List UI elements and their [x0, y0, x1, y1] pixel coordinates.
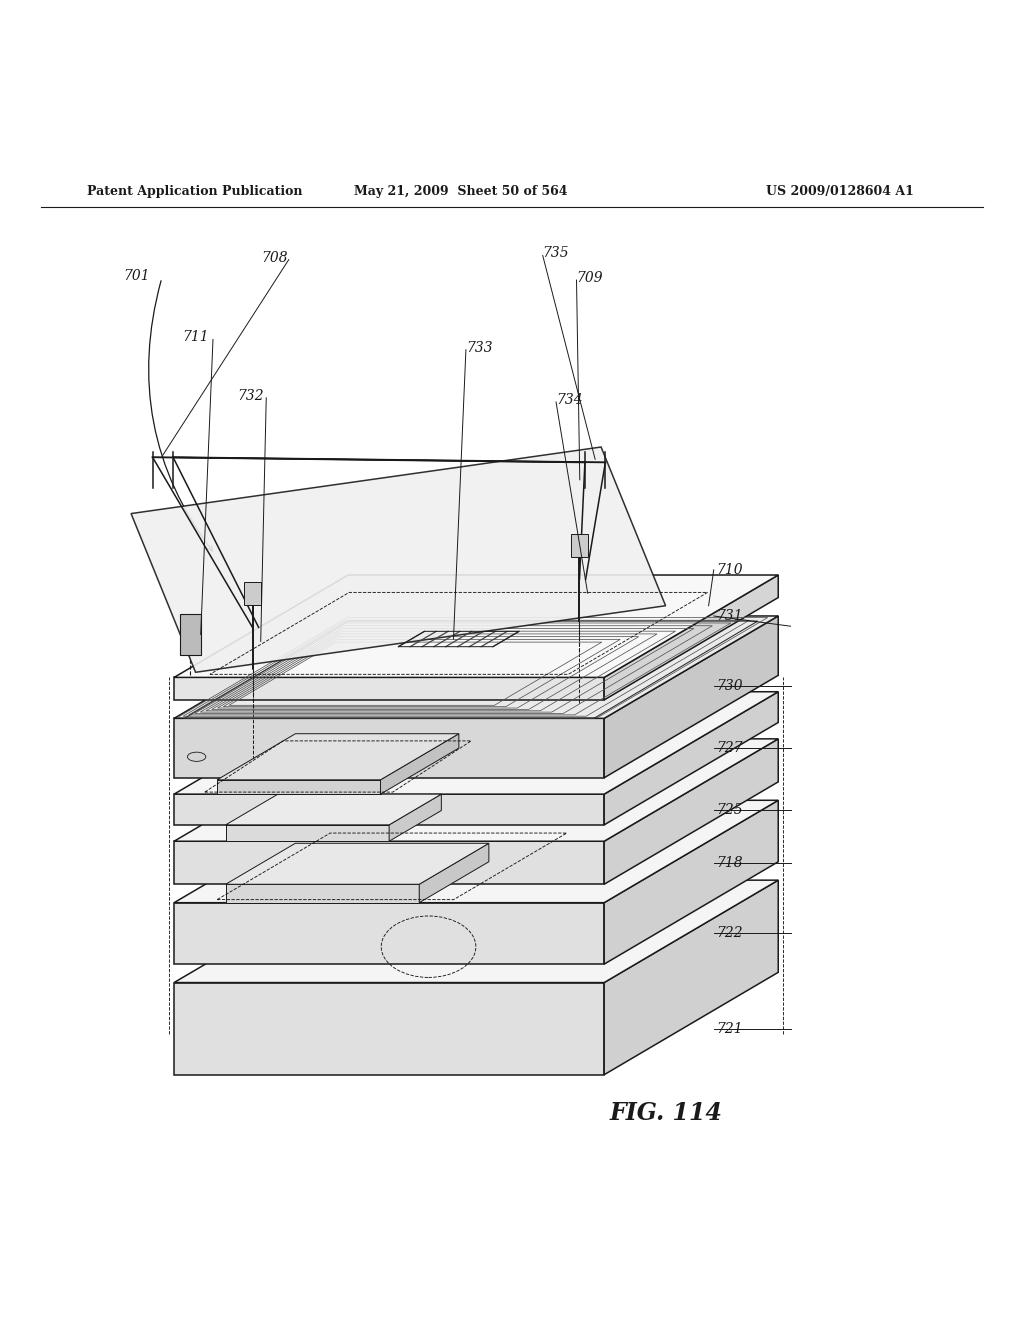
Polygon shape: [225, 795, 441, 825]
Text: 733: 733: [466, 341, 493, 355]
Polygon shape: [131, 447, 666, 672]
Polygon shape: [174, 800, 778, 903]
Text: 732: 732: [238, 389, 264, 403]
Text: 718: 718: [717, 855, 743, 870]
Text: 734: 734: [556, 393, 583, 407]
Text: 709: 709: [577, 271, 603, 285]
Text: 735: 735: [543, 247, 569, 260]
Text: 725: 725: [717, 803, 743, 817]
Polygon shape: [217, 780, 381, 795]
Polygon shape: [174, 982, 604, 1074]
Text: 727: 727: [717, 741, 743, 755]
Polygon shape: [174, 903, 604, 964]
Text: US 2009/0128604 A1: US 2009/0128604 A1: [766, 185, 913, 198]
Polygon shape: [604, 800, 778, 964]
Polygon shape: [174, 880, 778, 982]
Polygon shape: [174, 841, 604, 884]
Polygon shape: [225, 825, 389, 841]
Bar: [245, 582, 261, 605]
Polygon shape: [604, 739, 778, 884]
Polygon shape: [389, 795, 441, 841]
Text: 701: 701: [123, 269, 150, 282]
Text: 731: 731: [717, 609, 743, 623]
Polygon shape: [225, 843, 488, 884]
Text: 721: 721: [717, 1022, 743, 1036]
Bar: [571, 535, 588, 557]
Polygon shape: [604, 880, 778, 1074]
Text: 722: 722: [717, 927, 743, 940]
Text: May 21, 2009  Sheet 50 of 564: May 21, 2009 Sheet 50 of 564: [354, 185, 567, 198]
Polygon shape: [174, 616, 778, 718]
Polygon shape: [174, 718, 604, 777]
Polygon shape: [381, 734, 459, 795]
Ellipse shape: [187, 752, 206, 762]
Polygon shape: [419, 843, 488, 903]
Polygon shape: [174, 677, 604, 700]
Polygon shape: [604, 692, 778, 825]
Text: 710: 710: [717, 562, 743, 577]
Text: FIG. 114: FIG. 114: [609, 1101, 722, 1125]
Text: 708: 708: [261, 251, 288, 264]
Polygon shape: [174, 692, 778, 795]
Text: 730: 730: [717, 678, 743, 693]
Polygon shape: [604, 576, 778, 700]
Polygon shape: [604, 616, 778, 777]
Polygon shape: [217, 734, 459, 780]
Text: Patent Application Publication: Patent Application Publication: [87, 185, 302, 198]
Polygon shape: [174, 576, 778, 677]
Bar: [180, 614, 201, 655]
Polygon shape: [225, 884, 419, 903]
Polygon shape: [174, 739, 778, 841]
Polygon shape: [174, 795, 604, 825]
Text: 711: 711: [182, 330, 209, 345]
